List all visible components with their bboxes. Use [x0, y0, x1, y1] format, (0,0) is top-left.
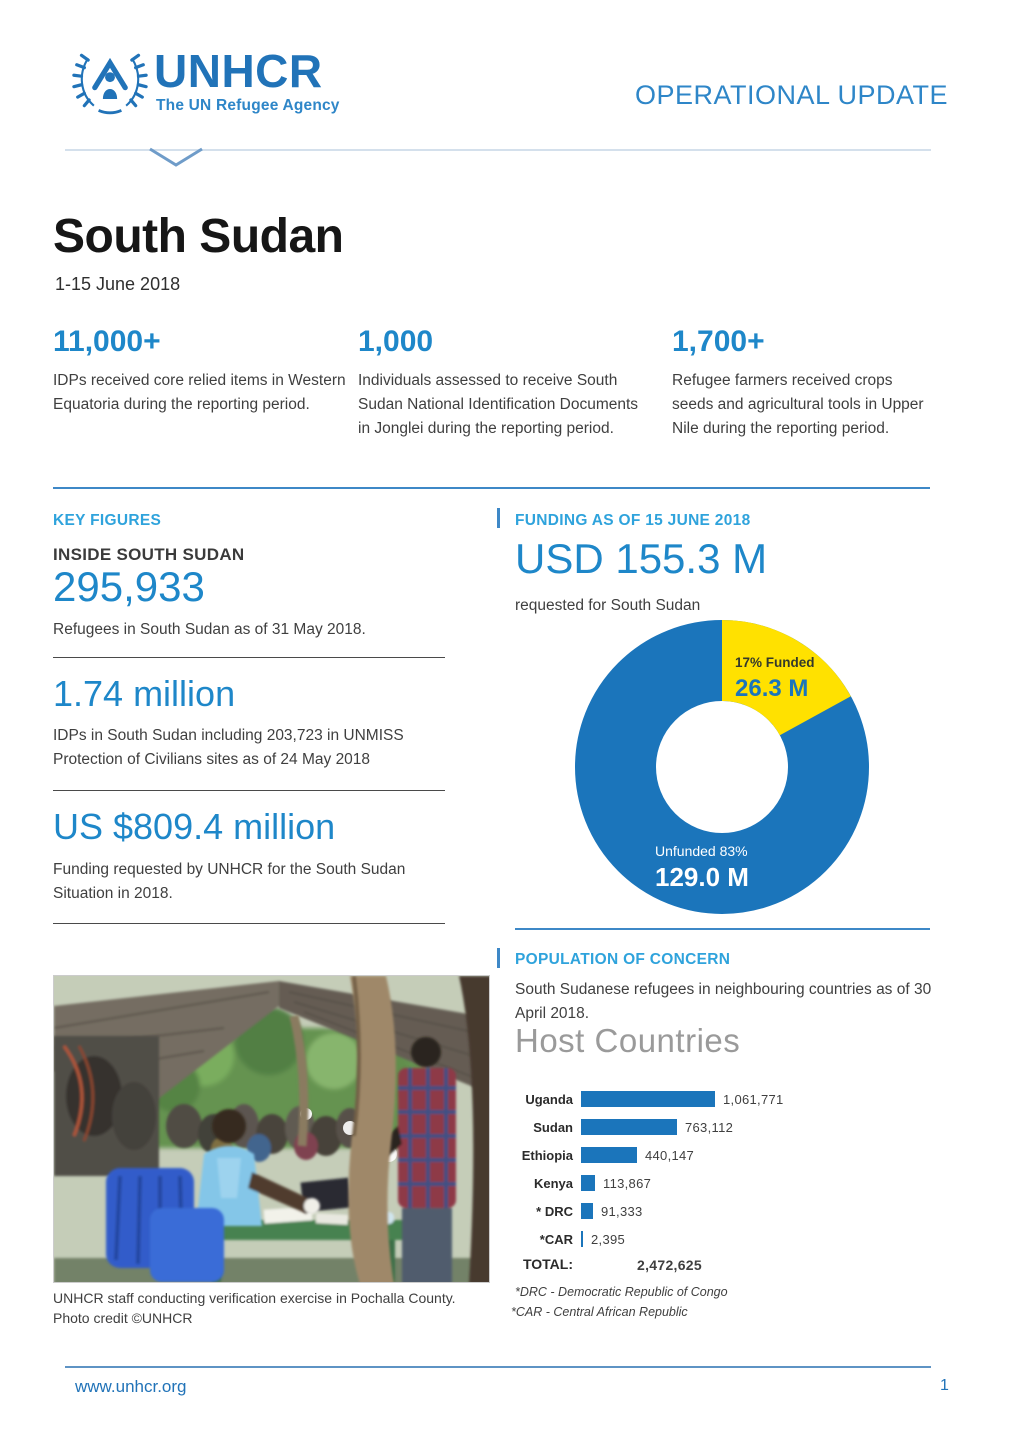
bar-label: Ethiopia [521, 1147, 573, 1163]
inside-south-sudan-heading: INSIDE SOUTH SUDAN [53, 545, 245, 564]
bar [581, 1231, 583, 1247]
section-divider [53, 487, 930, 489]
idps-figure: 1.74 million [53, 673, 236, 714]
bar-row-kenya: Kenya 113,867 [515, 1169, 945, 1197]
population-section-tick [497, 948, 500, 968]
bar [581, 1175, 595, 1191]
bar-value: 2,395 [591, 1231, 626, 1247]
key-figures-heading: KEY FIGURES [53, 512, 162, 529]
photo-caption-line1: UNHCR staff conducting verification exer… [53, 1290, 456, 1306]
host-countries-chart: Uganda 1,061,771 Sudan 763,112 Ethiopia 440,1… [515, 1085, 945, 1253]
bar [581, 1091, 715, 1107]
population-text: South Sudanese refugees in neighbouring … [515, 981, 932, 1023]
total-label: TOTAL: [522, 1256, 573, 1272]
highlight-1-text: IDPs received core relied items in Weste… [53, 372, 346, 414]
idps-text: IDPs in South Sudan including 203,723 in… [53, 727, 404, 769]
funding-subtext: requested for South Sudan [515, 597, 701, 614]
highlight-3-figure: 1,700+ [672, 325, 765, 358]
footnote-drc: *DRC - Democratic Republic of Congo [515, 1285, 728, 1299]
funding-heading: FUNDING AS OF 15 JUNE 2018 [515, 512, 751, 529]
refugees-text: Refugees in South Sudan as of 31 May 201… [53, 621, 366, 638]
bar-value: 113,867 [603, 1175, 652, 1191]
bar-row-car: *CAR 2,395 [515, 1225, 945, 1253]
brand-tagline: The UN Refugee Agency [156, 97, 340, 114]
bar-row-drc: * DRC 91,333 [515, 1197, 945, 1225]
donut-funded-label: 17% Funded [735, 655, 815, 670]
highlight-3: 1,700+ Refugee farmers received crops se… [672, 327, 930, 441]
bar [581, 1203, 593, 1219]
total-value: 2,472,625 [637, 1257, 702, 1273]
photo-illustration [54, 976, 489, 1282]
bar [581, 1147, 637, 1163]
unhcr-emblem-icon [72, 42, 148, 118]
highlight-2: 1,000 Individuals assessed to receive So… [358, 327, 653, 441]
funding-section-tick [497, 508, 500, 528]
bar-value: 1,061,771 [723, 1091, 784, 1107]
population-heading: POPULATION OF CONCERN [515, 951, 731, 968]
photo-caption: UNHCR staff conducting verification exer… [53, 1288, 493, 1329]
page-title: South Sudan [53, 210, 344, 263]
footer-url-link[interactable]: www.unhcr.org [75, 1377, 187, 1396]
bar-value: 91,333 [601, 1203, 643, 1219]
highlight-1: 11,000+ IDPs received core relied items … [53, 327, 348, 417]
highlight-3-text: Refugee farmers received crops seeds and… [672, 372, 924, 438]
bar-label: * DRC [536, 1203, 573, 1219]
bar-row-sudan: Sudan 763,112 [515, 1113, 945, 1141]
highlight-2-figure: 1,000 [358, 325, 434, 358]
footer-divider [65, 1366, 931, 1368]
highlight-2-text: Individuals assessed to receive South Su… [358, 372, 639, 438]
field-photo [53, 975, 490, 1283]
funding-requested-figure: US $809.4 million [53, 806, 336, 847]
bar-value: 763,112 [685, 1119, 734, 1135]
donut-unfunded-label: Unfunded 83% [655, 843, 748, 859]
bar-label: *CAR [539, 1231, 573, 1247]
host-countries-title: Host Countries [515, 1022, 741, 1059]
report-period: 1-15 June 2018 [55, 274, 181, 294]
page-number: 1 [940, 1377, 949, 1394]
bar-value: 440,147 [645, 1147, 695, 1163]
bar-label: Uganda [525, 1091, 573, 1107]
funding-donut-chart [567, 612, 877, 922]
donut-unfunded-value: 129.0 M [655, 862, 749, 892]
funding-bottom-divider [515, 928, 930, 930]
key-figures-divider-3 [53, 923, 445, 924]
total-row: TOTAL: 2,472,625 [515, 1256, 945, 1276]
key-figures-divider-2 [53, 790, 445, 791]
funding-requested-text: Funding requested by UNHCR for the South… [53, 861, 406, 903]
key-figures-divider-1 [53, 657, 445, 658]
donut-funded-slice [575, 620, 869, 914]
bar [581, 1119, 677, 1135]
bar-row-ethiopia: Ethiopia 440,147 [515, 1141, 945, 1169]
photo-caption-line2: Photo credit ©UNHCR [53, 1310, 193, 1327]
donut-funded-value: 26.3 M [735, 675, 809, 702]
doc-type-title: OPERATIONAL UPDATE [634, 80, 948, 110]
funding-amount: USD 155.3 M [515, 535, 768, 582]
bar-label: Sudan [533, 1119, 573, 1135]
bar-label: Kenya [533, 1175, 573, 1191]
highlight-1-figure: 11,000+ [53, 325, 161, 358]
bar-row-uganda: Uganda 1,061,771 [515, 1085, 945, 1113]
refugees-figure: 295,933 [53, 563, 205, 610]
chevron-down-icon [147, 146, 205, 170]
header-divider [65, 149, 931, 151]
footnote-car: *CAR - Central African Republic [511, 1305, 688, 1319]
brand-name: UNHCR [154, 45, 323, 97]
